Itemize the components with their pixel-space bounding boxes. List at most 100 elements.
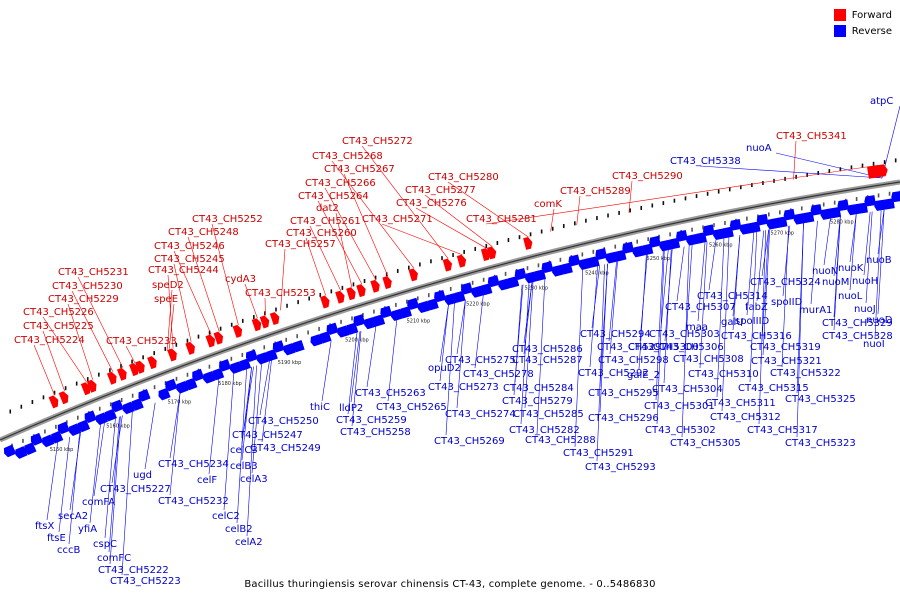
- reverse-gene-label[interactable]: CT43_CH5263: [355, 388, 426, 399]
- reverse-gene-block[interactable]: [237, 358, 252, 371]
- reverse-gene-block[interactable]: [443, 293, 457, 306]
- reverse-gene-label[interactable]: nuoN: [812, 266, 838, 277]
- reverse-gene-label[interactable]: CT43_CH5279: [502, 396, 573, 407]
- reverse-gene-label[interactable]: CT43_CH5302: [645, 425, 716, 436]
- forward-gene-label[interactable]: CT43_CH5225: [23, 321, 94, 332]
- reverse-gene-label[interactable]: opuD2: [428, 363, 461, 374]
- reverse-gene-block[interactable]: [802, 211, 815, 224]
- reverse-gene-label[interactable]: nuoM: [822, 277, 849, 288]
- forward-gene-block[interactable]: [232, 324, 245, 338]
- forward-gene-label[interactable]: CT43_CH5246: [154, 241, 225, 252]
- reverse-gene-label[interactable]: celC3: [230, 445, 258, 456]
- reverse-gene-label[interactable]: cspC: [93, 539, 117, 550]
- reverse-gene-block[interactable]: [560, 262, 573, 275]
- reverse-gene-block[interactable]: [210, 367, 225, 381]
- reverse-gene-label[interactable]: lldP2: [339, 403, 363, 414]
- reverse-gene-block[interactable]: [702, 224, 715, 236]
- forward-gene-label[interactable]: CT43_CH5226: [23, 307, 94, 318]
- forward-gene-block[interactable]: [147, 355, 159, 370]
- forward-gene-label[interactable]: CT43_CH5244: [148, 265, 219, 276]
- reverse-gene-block[interactable]: [882, 198, 895, 210]
- forward-gene-label[interactable]: CT43_CH5231: [58, 267, 129, 278]
- reverse-gene-block[interactable]: [487, 275, 500, 288]
- forward-gene-block[interactable]: [205, 334, 217, 348]
- reverse-gene-block[interactable]: [433, 289, 447, 303]
- forward-gene-block[interactable]: [867, 164, 889, 179]
- reverse-gene-block[interactable]: [217, 359, 232, 372]
- reverse-gene-block[interactable]: [837, 199, 850, 211]
- reverse-gene-label[interactable]: nuoJ: [854, 304, 876, 315]
- reverse-gene-block[interactable]: [379, 305, 393, 319]
- reverse-gene-block[interactable]: [551, 264, 564, 277]
- forward-gene-block[interactable]: [356, 283, 367, 298]
- forward-gene-block[interactable]: [442, 258, 454, 272]
- reverse-gene-label[interactable]: CT43_CH5274: [445, 409, 516, 420]
- reverse-gene-label[interactable]: CT43_CH5300: [628, 342, 699, 353]
- reverse-gene-block[interactable]: [406, 297, 420, 311]
- reverse-gene-block[interactable]: [614, 249, 627, 262]
- forward-gene-block[interactable]: [259, 315, 271, 329]
- reverse-gene-block[interactable]: [363, 317, 377, 330]
- reverse-gene-block[interactable]: [352, 314, 366, 327]
- reverse-gene-label[interactable]: CT43_CH5304: [652, 384, 723, 395]
- reverse-gene-block[interactable]: [103, 408, 117, 422]
- forward-gene-block[interactable]: [480, 247, 492, 262]
- reverse-gene-label[interactable]: CT43_CH5247: [232, 430, 303, 441]
- forward-gene-block[interactable]: [213, 331, 226, 345]
- reverse-gene-label[interactable]: CT43_CH5308: [673, 354, 744, 365]
- reverse-gene-block[interactable]: [820, 208, 833, 220]
- forward-gene-label[interactable]: CT43_CH5280: [428, 172, 499, 183]
- reverse-gene-label[interactable]: CT43_CH5325: [785, 394, 856, 405]
- forward-gene-label[interactable]: CT43_CH5281: [466, 214, 537, 225]
- reverse-gene-label[interactable]: CT43_CH5303: [649, 329, 720, 340]
- reverse-gene-label[interactable]: nuoI: [863, 339, 885, 350]
- reverse-gene-block[interactable]: [271, 340, 285, 353]
- reverse-gene-label[interactable]: CT43_CH5292: [578, 368, 649, 379]
- reverse-gene-label[interactable]: CT43_CH5288: [525, 435, 596, 446]
- reverse-gene-label[interactable]: spoIID: [771, 297, 803, 308]
- reverse-gene-label[interactable]: fabZ: [745, 302, 768, 313]
- forward-gene-label[interactable]: CT43_CH5272: [342, 136, 413, 147]
- reverse-gene-label[interactable]: CT43_CH5227: [100, 484, 171, 495]
- reverse-gene-block[interactable]: [506, 276, 520, 289]
- forward-gene-block[interactable]: [48, 394, 61, 409]
- reverse-gene-block[interactable]: [712, 228, 725, 241]
- reverse-gene-block[interactable]: [829, 206, 842, 219]
- reverse-gene-label[interactable]: nuoL: [838, 291, 863, 302]
- reverse-gene-label[interactable]: CT43_CH5293: [585, 462, 656, 473]
- reverse-gene-block[interactable]: [864, 195, 876, 207]
- reverse-gene-label[interactable]: ftsX: [35, 521, 54, 532]
- reverse-gene-label[interactable]: yfiA: [78, 524, 97, 535]
- forward-gene-block[interactable]: [116, 367, 129, 381]
- reverse-gene-label[interactable]: CT43_CH5321: [751, 356, 822, 367]
- reverse-gene-label[interactable]: CT43_CH5310: [688, 369, 759, 380]
- reverse-gene-block[interactable]: [667, 237, 681, 250]
- reverse-gene-label[interactable]: CT43_CH5297: [597, 342, 668, 353]
- reverse-gene-label[interactable]: CT43_CH5223: [110, 576, 181, 587]
- reverse-gene-block[interactable]: [775, 216, 788, 228]
- forward-gene-block[interactable]: [346, 286, 357, 301]
- forward-gene-label[interactable]: CT43_CH5266: [305, 178, 376, 189]
- reverse-gene-block[interactable]: [157, 387, 171, 401]
- reverse-gene-block[interactable]: [470, 285, 484, 299]
- reverse-gene-label[interactable]: CT43_CH5322: [770, 368, 841, 379]
- reverse-gene-label[interactable]: CT43_CH5286: [512, 344, 583, 355]
- forward-gene-block[interactable]: [86, 379, 99, 393]
- reverse-gene-block[interactable]: [83, 410, 97, 424]
- reverse-gene-block[interactable]: [184, 377, 198, 391]
- reverse-gene-label[interactable]: CT43_CH5273: [428, 382, 499, 393]
- forward-gene-label[interactable]: CT43_CH5229: [48, 294, 119, 305]
- reverse-gene-label[interactable]: nuoB: [866, 255, 892, 266]
- reverse-gene-label[interactable]: CT43_CH5259: [336, 415, 407, 426]
- reverse-gene-block[interactable]: [190, 368, 205, 382]
- reverse-gene-block[interactable]: [729, 219, 742, 231]
- forward-gene-block[interactable]: [135, 360, 147, 374]
- forward-gene-block[interactable]: [80, 381, 93, 396]
- reverse-gene-block[interactable]: [399, 306, 412, 319]
- reverse-gene-block[interactable]: [309, 334, 323, 347]
- reverse-gene-block[interactable]: [137, 389, 151, 402]
- reverse-gene-block[interactable]: [325, 322, 339, 336]
- reverse-gene-label[interactable]: celB2: [225, 524, 253, 535]
- reverse-gene-label[interactable]: CT43_CH5285: [513, 409, 584, 420]
- reverse-gene-label[interactable]: celA2: [235, 537, 263, 548]
